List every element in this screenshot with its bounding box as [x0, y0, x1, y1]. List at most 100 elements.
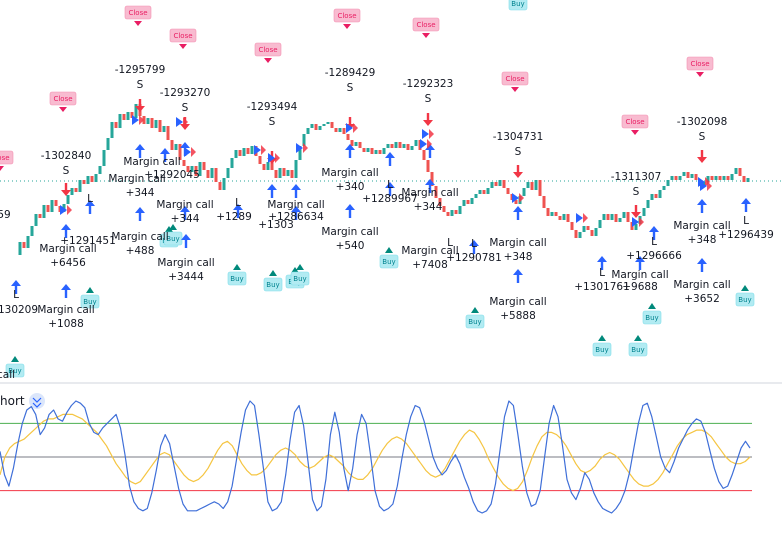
up-arrow-shaft	[600, 262, 604, 270]
trade-label: S	[699, 131, 706, 143]
flag-blue	[132, 115, 139, 125]
trade-label: Margin call	[37, 304, 94, 316]
trade-label: +1296666	[626, 250, 682, 262]
candle	[666, 180, 670, 186]
candle	[370, 148, 374, 154]
oscillator-slow-line	[0, 413, 751, 492]
up-arrow-icon	[61, 284, 71, 298]
candle	[118, 114, 122, 128]
candle-body	[594, 228, 598, 236]
candle-body	[162, 126, 166, 132]
candle-body	[410, 146, 414, 150]
buy-arrow-icon	[86, 287, 94, 293]
candle	[526, 182, 530, 188]
trade-label: Margin call	[108, 173, 165, 185]
candle-body	[566, 214, 570, 222]
buy-arrow-icon	[296, 264, 304, 270]
trade-label: +344	[171, 213, 200, 225]
candle-body	[278, 168, 282, 178]
trade-label: +348	[504, 251, 533, 263]
candle-body	[374, 150, 378, 154]
candle-body	[154, 120, 158, 128]
down-arrow-shaft	[700, 150, 704, 158]
candle	[742, 176, 746, 182]
oscillator-fast-line	[0, 400, 751, 514]
up-arrow-head	[61, 224, 71, 230]
candle-body	[730, 174, 734, 180]
candle-body	[182, 160, 186, 166]
trade-label: +3652	[684, 293, 720, 305]
candle	[670, 176, 674, 180]
trade-label: +540	[336, 240, 365, 252]
up-arrow-shaft	[700, 205, 704, 213]
candle-body	[402, 144, 406, 148]
candle-body	[590, 230, 594, 236]
candle	[314, 124, 318, 130]
candle	[162, 126, 166, 132]
candle	[486, 188, 490, 194]
candle-body	[178, 144, 182, 160]
candle	[278, 168, 282, 178]
candle	[642, 208, 646, 216]
trade-label: Margin call	[489, 237, 546, 249]
candle-body	[622, 212, 626, 218]
buy-arrow-icon	[385, 247, 393, 253]
buy-badge-box	[508, 0, 528, 11]
down-arrow-head	[180, 124, 190, 130]
buy-badge-label: Buy	[468, 318, 481, 326]
candle-body	[614, 214, 618, 222]
close-badge-label: Close	[128, 9, 147, 17]
entry-flag-icon	[576, 213, 588, 223]
candle	[82, 180, 86, 184]
flag-blue	[576, 213, 583, 223]
candle	[654, 194, 658, 198]
candle-body	[18, 242, 22, 255]
candle	[202, 162, 206, 170]
candle	[722, 176, 726, 180]
candle	[182, 160, 186, 166]
candle-body	[22, 242, 26, 248]
candle	[582, 226, 586, 232]
candle	[710, 176, 714, 180]
down-arrow-head	[631, 212, 641, 218]
candle-body	[102, 150, 106, 166]
entry-flag-icon	[420, 139, 432, 149]
up-arrow-shaft	[183, 212, 187, 220]
candle	[498, 180, 502, 186]
candle	[522, 188, 526, 196]
entry-flag-icon	[132, 115, 144, 125]
candle-body	[742, 176, 746, 182]
up-arrow-icon	[233, 204, 243, 218]
trade-label: -1293494	[247, 101, 298, 113]
candle-body	[90, 176, 94, 182]
buy-badge-box	[263, 277, 283, 292]
entry-flag-icon	[184, 147, 196, 157]
candle	[354, 142, 358, 146]
up-arrow-shaft	[14, 286, 18, 294]
buy-badge-label: Buy	[293, 275, 306, 283]
flag-red	[303, 143, 308, 153]
price-pane: Close Close Close Close Close Close Close Close…	[0, 0, 782, 381]
buy-badge-box	[80, 294, 100, 309]
up-arrow-icon	[291, 206, 301, 220]
candle-body	[678, 176, 682, 180]
buy-badge-label: Buy	[166, 235, 179, 243]
up-arrow-shaft	[294, 190, 298, 198]
close-arrow-icon	[422, 33, 430, 38]
trade-label: -1289429	[325, 67, 376, 79]
trade-label: 130209	[0, 304, 38, 316]
trade-label: +344	[126, 187, 155, 199]
candle	[26, 236, 30, 248]
candle	[394, 142, 398, 148]
candle-body	[694, 174, 698, 180]
flag-red	[191, 147, 196, 157]
candle-body	[98, 166, 102, 174]
candle-body	[298, 146, 302, 160]
candle	[98, 166, 102, 174]
candle	[234, 150, 238, 158]
trade-label: 59	[0, 209, 11, 221]
buy-badge-label: Buy	[631, 346, 644, 354]
candle-body	[458, 206, 462, 214]
close-badge: Close	[333, 8, 361, 29]
candle-body	[86, 176, 90, 184]
